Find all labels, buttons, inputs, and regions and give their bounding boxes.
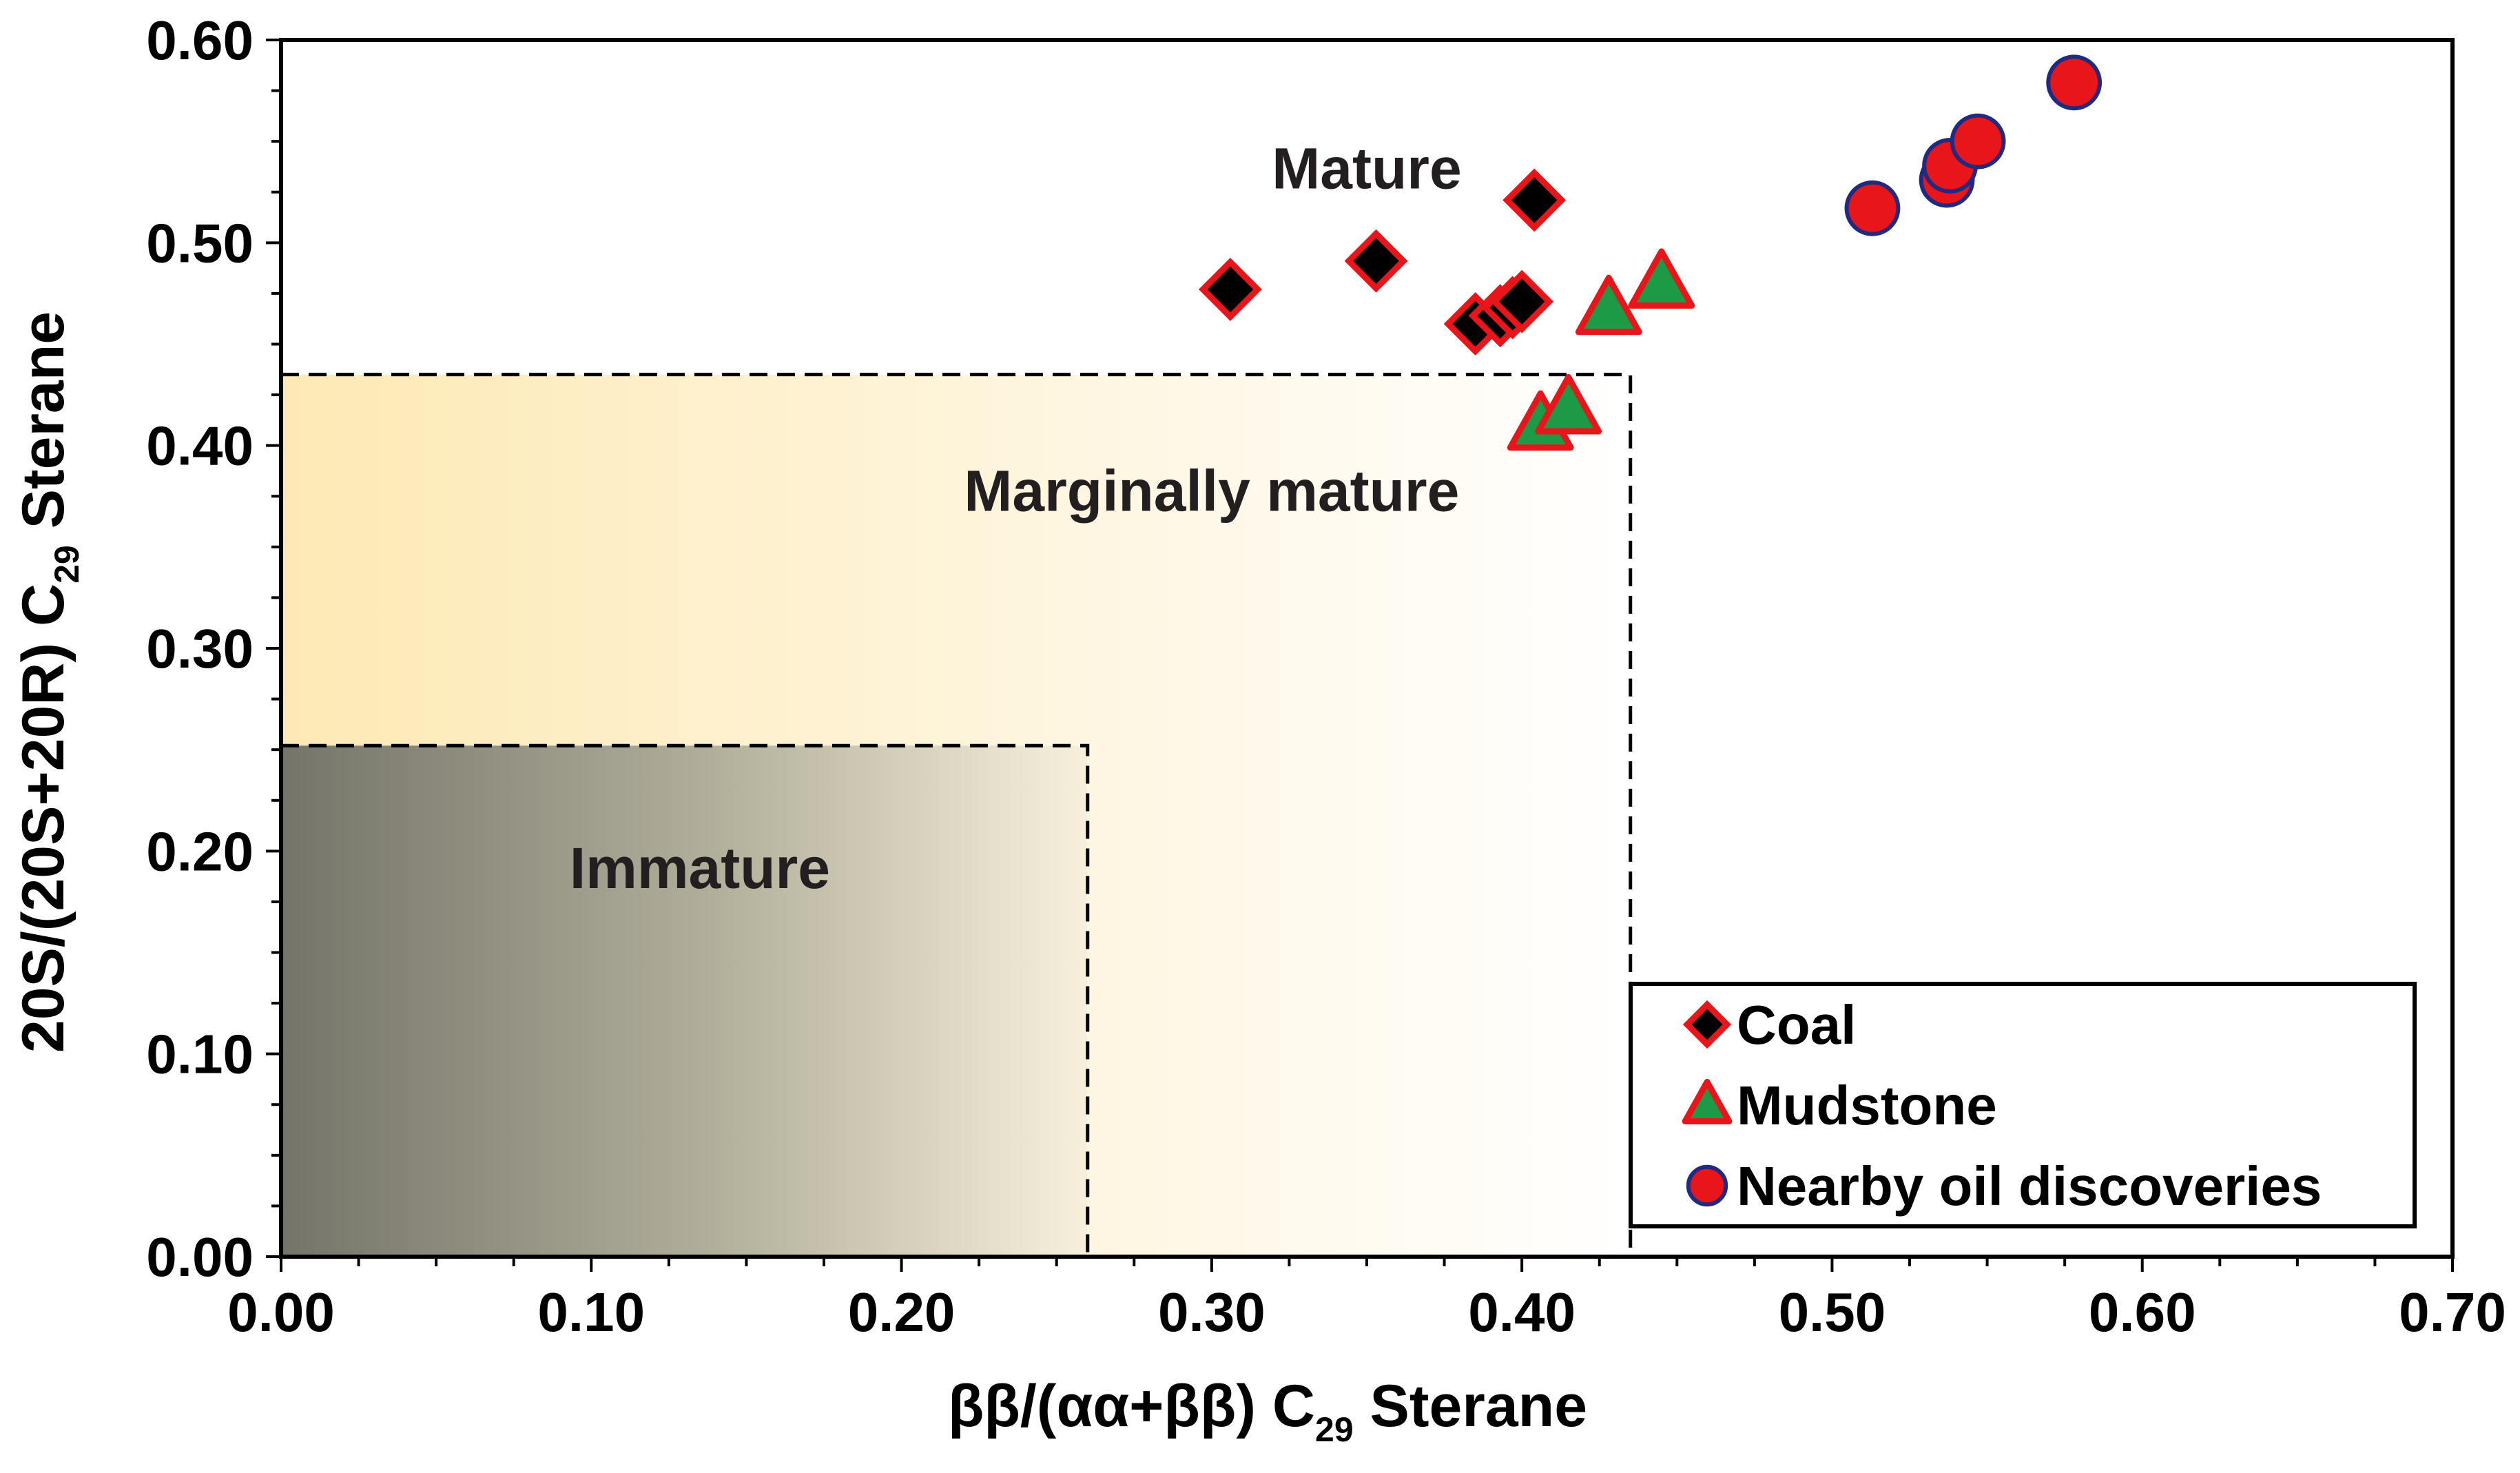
x-tick-label: 0.30 xyxy=(1158,1281,1266,1343)
x-axis: 0.00 0.10 0.20 0.30 0.40 0.50 0.60 0.70 xyxy=(227,1257,2506,1343)
y-tick-label: 0.40 xyxy=(146,415,254,477)
y-tick-label: 0.60 xyxy=(146,10,254,71)
nearby-oil-discoveries-point xyxy=(2046,54,2103,111)
mudstone-point xyxy=(1628,248,1695,309)
x-tick-label: 0.60 xyxy=(2089,1281,2196,1343)
region-boundary-marginally-mature xyxy=(281,373,1633,1257)
legend-marker-mudstone xyxy=(1682,1078,1733,1125)
y-tick-label: 0.30 xyxy=(146,618,254,679)
region-immature xyxy=(281,745,1088,1257)
maturity-regions xyxy=(281,373,1633,1257)
coal-point xyxy=(1344,229,1408,293)
data-points xyxy=(1198,54,2103,451)
x-tick-label: 0.00 xyxy=(227,1281,335,1343)
y-tick-label: 0.00 xyxy=(146,1226,254,1288)
legend-marker-coal xyxy=(1682,1000,1732,1049)
x-tick-label: 0.40 xyxy=(1468,1281,1576,1343)
region-label-immature: Immature xyxy=(570,836,830,900)
y-tick-label: 0.10 xyxy=(146,1024,254,1085)
y-axis-title: 20S/(20S+20R) C29 Sterane xyxy=(10,311,86,1053)
coal-point xyxy=(1490,269,1554,333)
mudstone-point xyxy=(1575,274,1642,336)
y-tick-label: 0.50 xyxy=(146,212,254,274)
x-tick-label: 0.50 xyxy=(1779,1281,1886,1343)
x-tick-label: 0.70 xyxy=(2399,1281,2506,1343)
legend-label-mudstone: Mudstone xyxy=(1737,1075,1997,1136)
coal-point xyxy=(1502,168,1567,232)
legend-label-nearby-oil-discoveries: Nearby oil discoveries xyxy=(1737,1155,2322,1217)
y-tick-label: 0.20 xyxy=(146,821,254,882)
legend: Coal Mudstone Nearby oil discoveries xyxy=(1629,982,2417,1228)
x-tick-label: 0.10 xyxy=(537,1281,645,1343)
region-label-mature: Mature xyxy=(1272,136,1461,200)
region-boundary-immature xyxy=(281,743,1090,1257)
x-axis-title: ββ/(αα+ββ) C29 Sterane xyxy=(948,1373,1587,1449)
nearby-oil-discoveries-point xyxy=(1844,180,1901,236)
region-label-marginally-mature: Marginally mature xyxy=(964,458,1459,523)
coal-point xyxy=(1198,258,1262,321)
legend-box xyxy=(1629,982,2417,1228)
legend-label-coal: Coal xyxy=(1737,994,1856,1055)
x-tick-label: 0.20 xyxy=(848,1281,956,1343)
nearby-oil-discoveries-point xyxy=(1950,113,2006,169)
y-axis: 0.00 0.10 0.20 0.30 0.40 0.50 0.60 xyxy=(146,10,281,1288)
mudstone-point xyxy=(1535,373,1602,435)
legend-marker-nearby-oil-discoveries xyxy=(1686,1164,1728,1207)
